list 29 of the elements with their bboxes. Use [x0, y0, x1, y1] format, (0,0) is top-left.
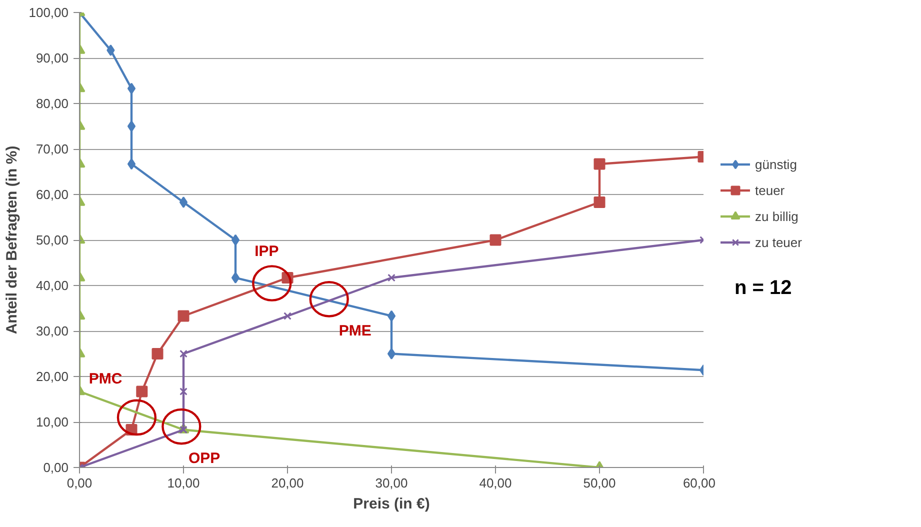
- legend-label: teuer: [755, 182, 785, 198]
- x-tick-label: 20,00: [271, 476, 304, 490]
- annotation: PMC: [88, 370, 122, 388]
- text: n = 12: [734, 277, 792, 300]
- legend-label: zu billig: [755, 208, 798, 224]
- x-tick-label: 0,00: [66, 476, 92, 490]
- x-tick-label: 30,00: [375, 476, 408, 490]
- y-tick-label: 80,00: [36, 96, 69, 111]
- y-tick-label: 10,00: [36, 414, 69, 430]
- y-tick-label: 60,00: [36, 187, 69, 202]
- legend-label: zu teuer: [755, 234, 802, 250]
- annotation: IPP: [254, 242, 279, 260]
- y-tick-label: 20,00: [36, 369, 69, 384]
- x-tick-label: 50,00: [583, 476, 616, 490]
- y-tick-label: 100,00: [28, 5, 69, 20]
- y-tick-label: 70,00: [36, 142, 69, 156]
- x-tick-label: 40,00: [479, 476, 512, 490]
- legend-label: günstig: [755, 156, 797, 172]
- x-tick-label: 10,00: [167, 476, 200, 490]
- x-tick-label: 60,00: [682, 476, 716, 490]
- y-tick-label: 0,00: [43, 460, 69, 475]
- annotation: OPP: [188, 450, 220, 467]
- x-axis-title: Preis (in €): [353, 496, 430, 512]
- y-tick-label: 50,00: [36, 232, 69, 248]
- y-axis-title: Anteil der Befragten (in %): [4, 146, 21, 334]
- annotation: PME: [338, 322, 372, 340]
- y-tick-label: 90,00: [36, 50, 69, 66]
- y-tick-label: 30,00: [36, 324, 69, 338]
- y-tick-label: 40,00: [36, 278, 69, 293]
